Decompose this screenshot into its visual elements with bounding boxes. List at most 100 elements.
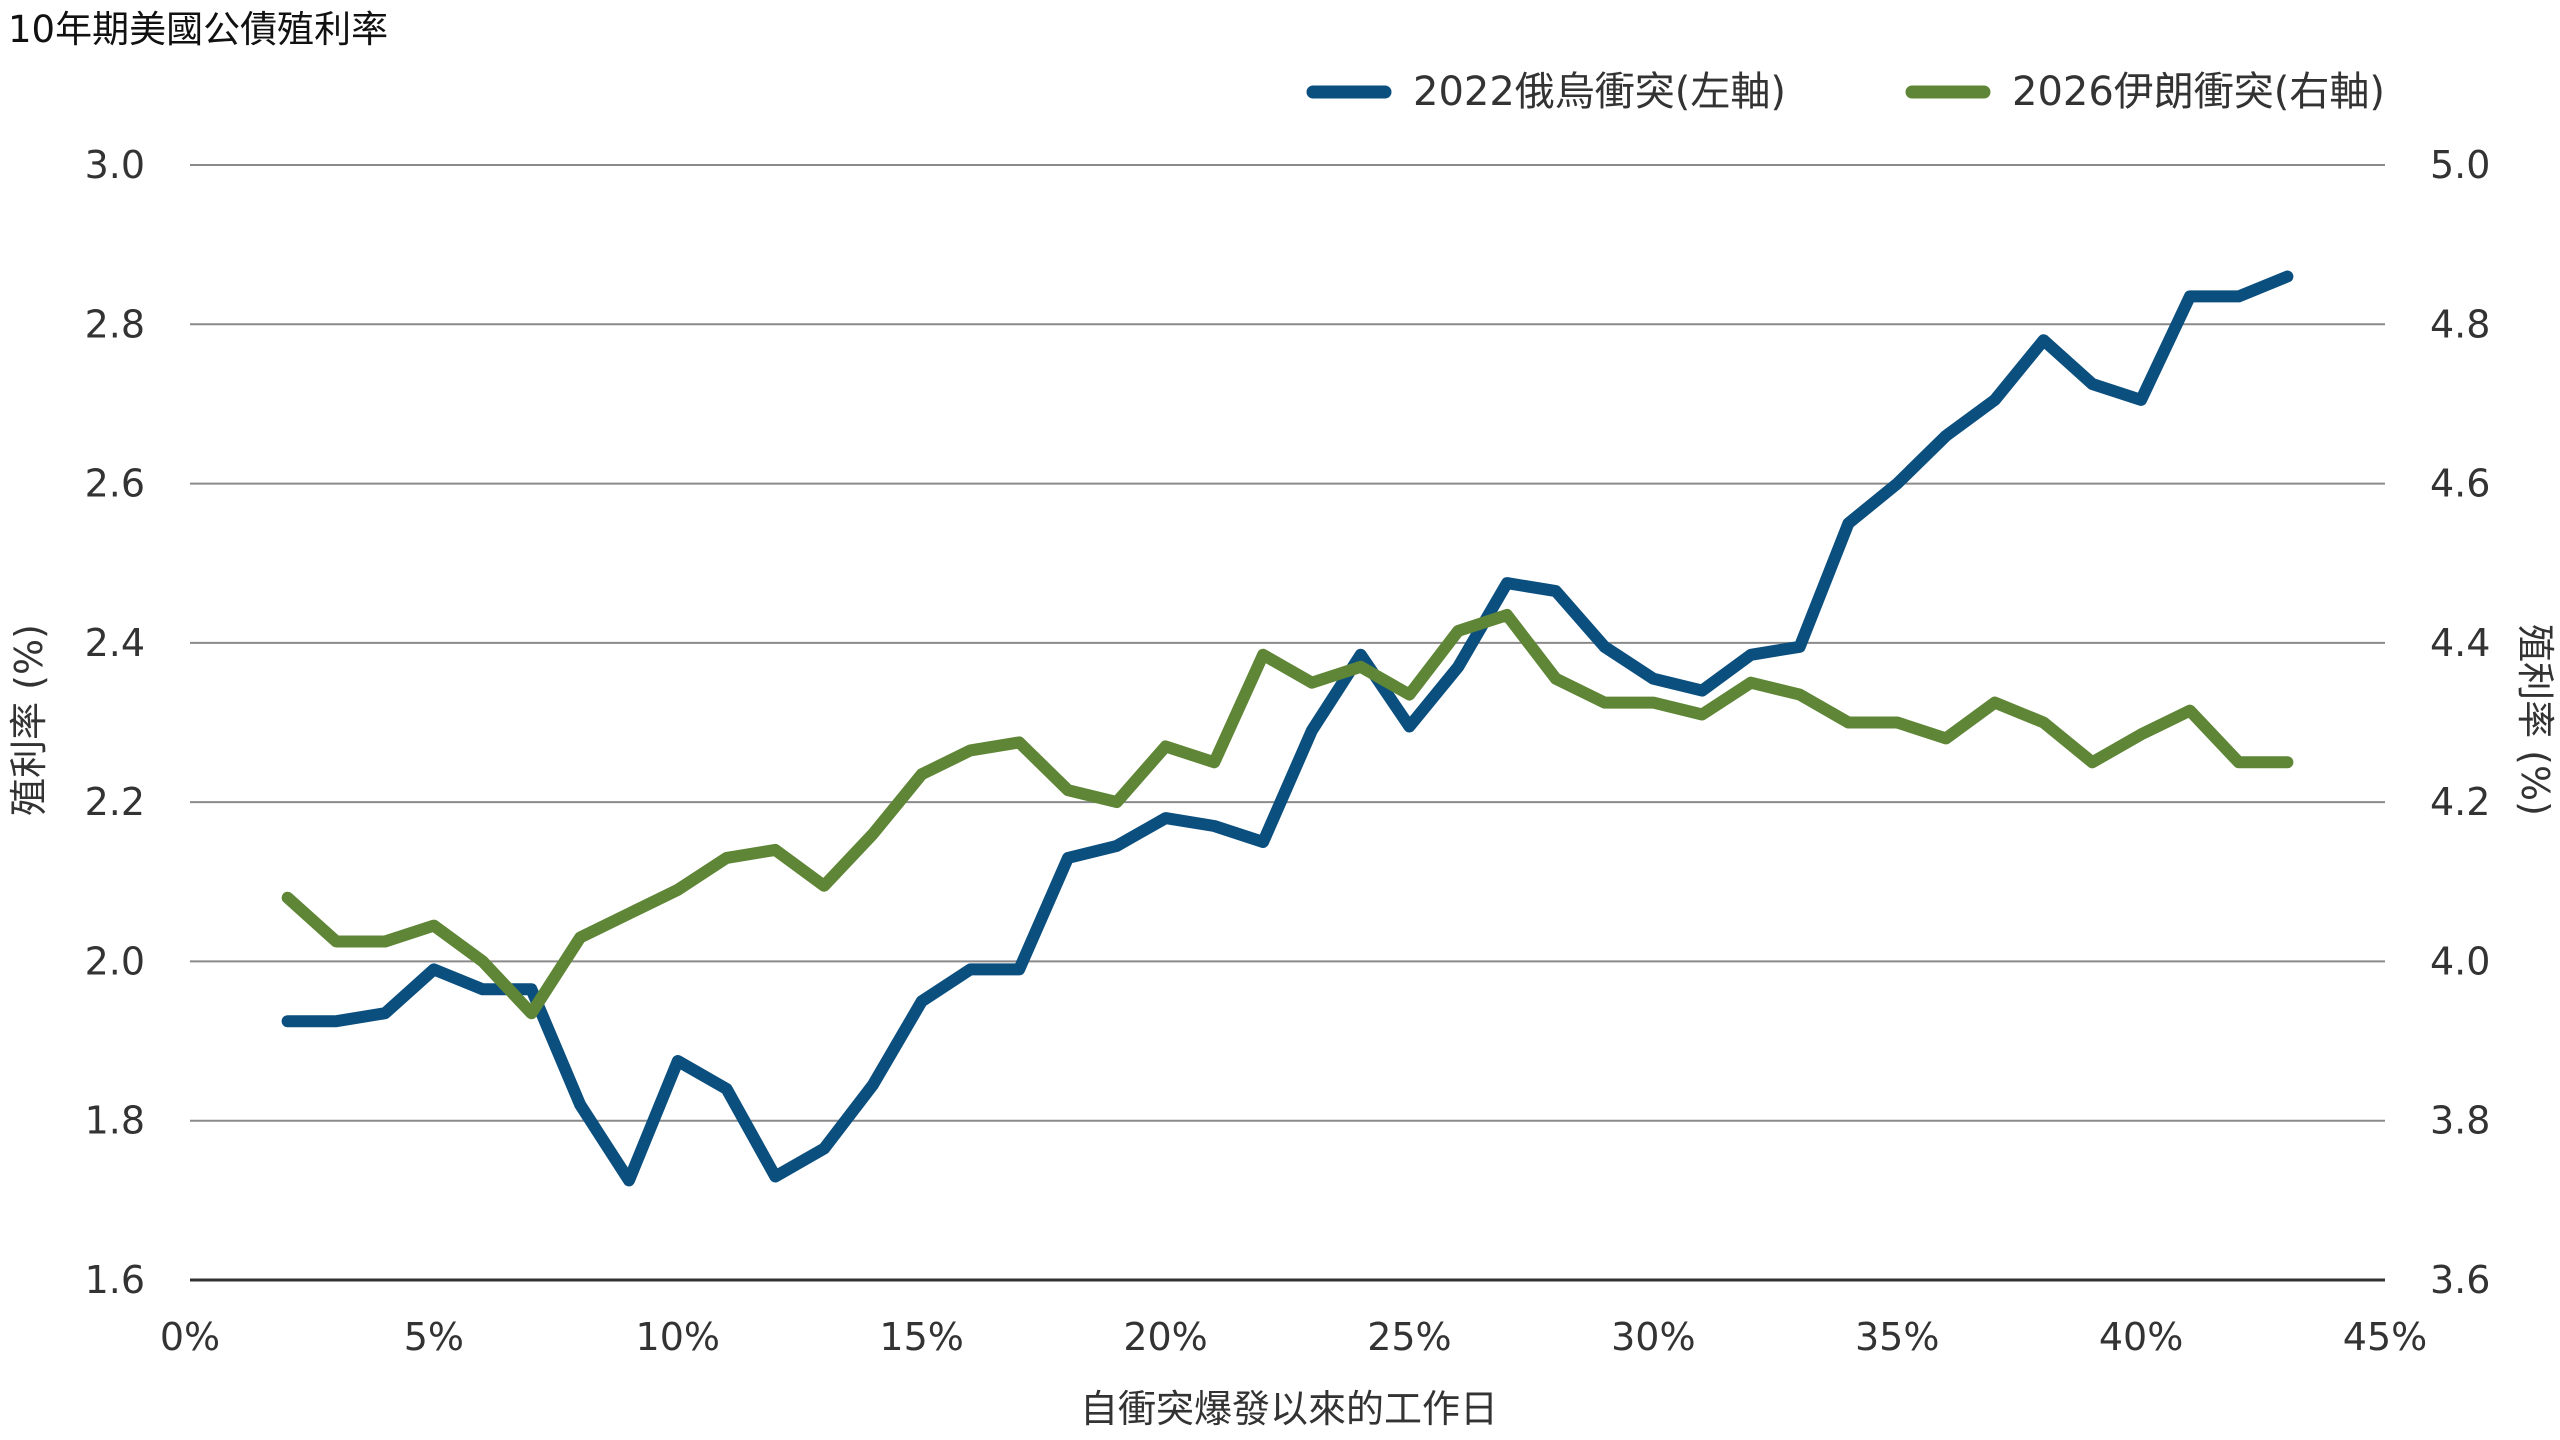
series-2-point [1798, 693, 1801, 696]
gridlines [190, 164, 2385, 1282]
series-2-point [1603, 701, 1606, 704]
series-1-point [1603, 645, 1606, 648]
series-1-point [2091, 383, 2094, 385]
series-2-point [725, 856, 728, 859]
series-1-point [1652, 677, 1655, 680]
series-1-point [1018, 968, 1021, 971]
series-2-point [1018, 741, 1021, 744]
series-1-point [2237, 295, 2240, 298]
series-1-point [530, 988, 533, 991]
series-2-point [2091, 761, 2094, 764]
series-2-point [286, 896, 289, 899]
series-2-point [2286, 761, 2289, 764]
series-1-point [1457, 665, 1460, 668]
series-2-point [1652, 701, 1655, 704]
series-2-point [530, 1012, 533, 1015]
series-2-point [2237, 761, 2240, 764]
y-axis-left-ticks: 1.6 1.8 2.0 2.2 2.4 2.6 2.8 3.0 [85, 143, 145, 1302]
series-2-point [1457, 629, 1460, 632]
y-right-tick-label: 4.0 [2430, 939, 2490, 983]
series-1-point [1701, 689, 1704, 692]
series-1-point [579, 1103, 582, 1106]
series-1-point [1847, 522, 1850, 525]
series-2-point [2188, 709, 2191, 712]
series-2-point [774, 848, 777, 851]
series-2-point [1262, 653, 1265, 656]
x-tick-label: 35% [1855, 1315, 1939, 1359]
y-left-tick-label: 2.0 [85, 939, 145, 983]
series-1-point [2286, 275, 2289, 278]
y-right-tick-label: 4.6 [2430, 462, 2490, 506]
series-1-point [1164, 817, 1167, 820]
y-right-tick-label: 3.6 [2430, 1258, 2490, 1302]
series-1-point [920, 1000, 923, 1003]
series-1-point [676, 1060, 679, 1062]
x-tick-label: 45% [2343, 1315, 2427, 1359]
series-1-point [432, 968, 435, 971]
series-2-point [481, 960, 484, 963]
y-right-tick-label: 4.2 [2430, 780, 2490, 824]
series-1-point [481, 988, 484, 991]
series-1-point [1896, 482, 1899, 485]
x-axis-label: 自衝突爆發以來的工作日 [1080, 1387, 1498, 1431]
y-right-tick-label: 5.0 [2430, 143, 2490, 187]
y-axis-left-label: 殖利率 (%) [7, 624, 51, 816]
series-2-point [1749, 681, 1752, 684]
x-tick-label: 30% [1611, 1315, 1695, 1359]
y-axis-right-ticks: 3.6 3.8 4.0 4.2 4.4 4.6 4.8 5.0 [2430, 143, 2490, 1302]
x-tick-label: 5% [404, 1315, 464, 1359]
y-left-tick-label: 2.8 [85, 302, 145, 346]
series-1-point [1749, 653, 1752, 656]
series-2-point [1945, 737, 1947, 740]
y-right-tick-label: 4.4 [2430, 621, 2490, 665]
series-1-point [871, 1083, 874, 1086]
y-left-tick-label: 1.6 [85, 1258, 145, 1302]
y-left-tick-label: 3.0 [85, 143, 145, 187]
series-2-point [1701, 713, 1704, 716]
legend: 2022俄烏衝突(左軸) 2026伊朗衝突(右軸) [1306, 69, 2385, 115]
series-1-point [1310, 729, 1313, 732]
series-2-point [432, 924, 435, 927]
series-line-1 [281, 270, 2294, 1187]
series-1-point [774, 1175, 777, 1178]
x-tick-label: 15% [879, 1315, 963, 1359]
series-1-point [823, 1147, 826, 1150]
series-2-point [579, 936, 582, 939]
series-1-point [1359, 653, 1362, 656]
series-1-point [1945, 434, 1947, 437]
series-1-point [2188, 295, 2191, 298]
series-1-point [628, 1179, 630, 1182]
y-left-tick-label: 2.4 [85, 621, 145, 665]
series-2-point [1213, 761, 1216, 764]
chart-title: 10年期美國公債殖利率 [8, 8, 388, 51]
series-2-point [335, 940, 338, 943]
series-1-point [335, 1020, 338, 1023]
series-1-point [1554, 590, 1557, 593]
x-tick-label: 10% [636, 1315, 720, 1359]
series-line-2 [281, 609, 2294, 1020]
y-left-tick-label: 2.2 [85, 780, 145, 824]
series-2-point [2140, 733, 2143, 736]
series-1-point [969, 968, 972, 971]
series-1-point [1408, 725, 1411, 728]
series-2-point [1896, 721, 1899, 724]
x-tick-label: 0% [160, 1315, 220, 1359]
y-right-tick-label: 3.8 [2430, 1099, 2490, 1143]
series-2-point [1847, 721, 1850, 724]
series-2-point [2042, 721, 2045, 724]
series-2-point [628, 912, 630, 915]
y-left-tick-label: 1.8 [85, 1099, 145, 1143]
series-2-point [920, 773, 923, 776]
series-1-point [2042, 339, 2045, 342]
series-1-point [1993, 398, 1996, 401]
series-1-point [1115, 844, 1118, 847]
y-left-tick-label: 2.6 [85, 462, 145, 506]
legend-label-series-2: 2026伊朗衝突(右軸) [2012, 69, 2385, 115]
x-tick-label: 25% [1367, 1315, 1451, 1359]
series-1-point [1262, 841, 1265, 843]
series-2-point [1164, 745, 1167, 748]
series-1-point [1506, 582, 1508, 585]
series-1-point [1213, 825, 1216, 827]
series-1-point [286, 1020, 289, 1023]
